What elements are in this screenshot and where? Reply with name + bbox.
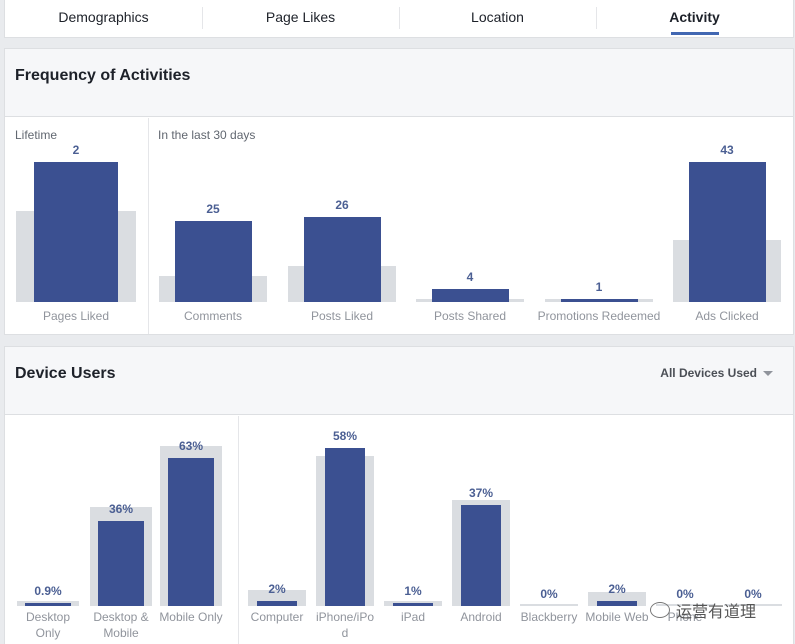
- tab-demographics[interactable]: Demographics: [5, 0, 202, 37]
- tab-bar: Demographics Page Likes Location Activit…: [4, 0, 794, 38]
- value-label-computer: 2%: [268, 581, 286, 596]
- group-divider: [148, 118, 149, 334]
- value-label-ipad: 1%: [404, 584, 422, 598]
- bar-desktop-only[interactable]: [25, 603, 71, 606]
- category-label-comments: Comments: [183, 309, 242, 323]
- category-label-blackberry: Blackberry: [520, 610, 578, 624]
- category-label-iphone-ipod: iPhone/iPo d: [315, 610, 375, 640]
- value-label-android: 37%: [468, 486, 494, 501]
- bar-promotions-redeemed[interactable]: [560, 298, 638, 302]
- devices-dropdown[interactable]: All Devices Used: [660, 366, 773, 380]
- lifetime-label: Lifetime: [15, 128, 58, 142]
- frequency-panel: Frequency of Activities Lifetime In the …: [4, 48, 794, 335]
- value-label-promotions-redeemed: 1: [595, 279, 603, 294]
- category-label-mobile-only: Mobile Only: [159, 610, 223, 624]
- benchmark-bar-phone: [656, 604, 714, 606]
- benchmark-bar-blackberry: [520, 604, 578, 606]
- tab-location[interactable]: Location: [399, 0, 596, 37]
- bar-mobile-only[interactable]: [168, 458, 214, 606]
- category-label-pages-liked: Pages Liked: [42, 309, 110, 323]
- value-label-ads-clicked: 43: [720, 143, 734, 157]
- value-label-n: 0%: [744, 587, 762, 601]
- value-label-phone: 0%: [676, 587, 694, 601]
- group-divider: [238, 416, 239, 644]
- value-label-posts-liked: 26: [335, 198, 349, 213]
- device-users-panel: Device Users All Devices Used 0.9% Deskto…: [4, 346, 794, 644]
- bar-iphone-ipod[interactable]: [325, 448, 365, 606]
- bar-posts-liked[interactable]: [303, 217, 381, 302]
- value-label-iphone-ipod: 58%: [332, 429, 358, 443]
- tab-page-likes[interactable]: Page Likes: [202, 0, 399, 37]
- bar-comments[interactable]: [174, 220, 252, 302]
- benchmark-bar-n: [724, 604, 782, 606]
- value-label-comments: 25: [206, 201, 220, 216]
- category-label-ipad: iPad: [400, 610, 426, 624]
- category-label-posts-liked: Posts Liked: [310, 309, 374, 323]
- frequency-header: Frequency of Activities: [5, 49, 793, 117]
- tab-activity[interactable]: Activity: [596, 0, 793, 37]
- value-label-mobile-only: 63%: [178, 439, 204, 453]
- value-label-blackberry: 0%: [540, 587, 558, 601]
- bar-computer[interactable]: [257, 600, 297, 606]
- tab-label: Demographics: [58, 9, 149, 25]
- bar-mobile-web[interactable]: [597, 600, 637, 606]
- bar-posts-shared[interactable]: [431, 288, 509, 302]
- value-label-desktop-mobile: 36%: [108, 502, 134, 517]
- wechat-icon: [650, 602, 670, 618]
- tab-label: Activity: [669, 9, 720, 25]
- devices-dropdown-label: All Devices Used: [660, 366, 757, 380]
- device-users-header: Device Users All Devices Used: [5, 347, 793, 415]
- bar-ipad[interactable]: [393, 603, 433, 606]
- category-label-android: Android: [460, 610, 502, 624]
- bar-ads-clicked[interactable]: [688, 162, 766, 302]
- category-label-phone: Phone: [667, 610, 703, 624]
- tab-label: Page Likes: [265, 9, 336, 25]
- category-label-mobile-web: Mobile Web: [585, 610, 649, 624]
- active-tab-underline: [670, 32, 719, 35]
- device-chart-area: 0.9% Desktop Only 36% Desktop & Mobile 63% Mo…: [5, 416, 793, 644]
- watermark-text: 运营有道理: [676, 604, 757, 621]
- device-users-title: Device Users: [15, 365, 116, 382]
- caret-down-icon: [763, 371, 773, 377]
- frequency-title: Frequency of Activities: [15, 67, 191, 84]
- bar-pages-liked[interactable]: [34, 162, 118, 302]
- value-label-desktop-only: 0.9%: [34, 584, 62, 598]
- tab-label: Location: [471, 9, 524, 25]
- value-label-mobile-web: 2%: [608, 581, 626, 596]
- category-label-ads-clicked: Ads Clicked: [695, 309, 759, 323]
- category-label-posts-shared: Posts Shared: [433, 309, 507, 323]
- category-label-promotions-redeemed: Promotions Redeemed: [537, 309, 661, 323]
- value-label-posts-shared: 4: [466, 269, 474, 284]
- category-label-computer: Computer: [250, 610, 304, 624]
- bar-android[interactable]: [461, 505, 501, 606]
- bar-desktop-mobile[interactable]: [98, 521, 144, 606]
- category-label-desktop-mobile: Desktop & Mobile: [93, 610, 149, 640]
- value-label-pages-liked: 2: [72, 143, 80, 157]
- frequency-chart-area: Lifetime In the last 30 days 2 Pages Like…: [5, 118, 793, 334]
- category-label-desktop-only: Desktop Only: [25, 610, 71, 640]
- last-30-days-label: In the last 30 days: [158, 128, 256, 142]
- watermark: 运营有道理: [650, 598, 756, 622]
